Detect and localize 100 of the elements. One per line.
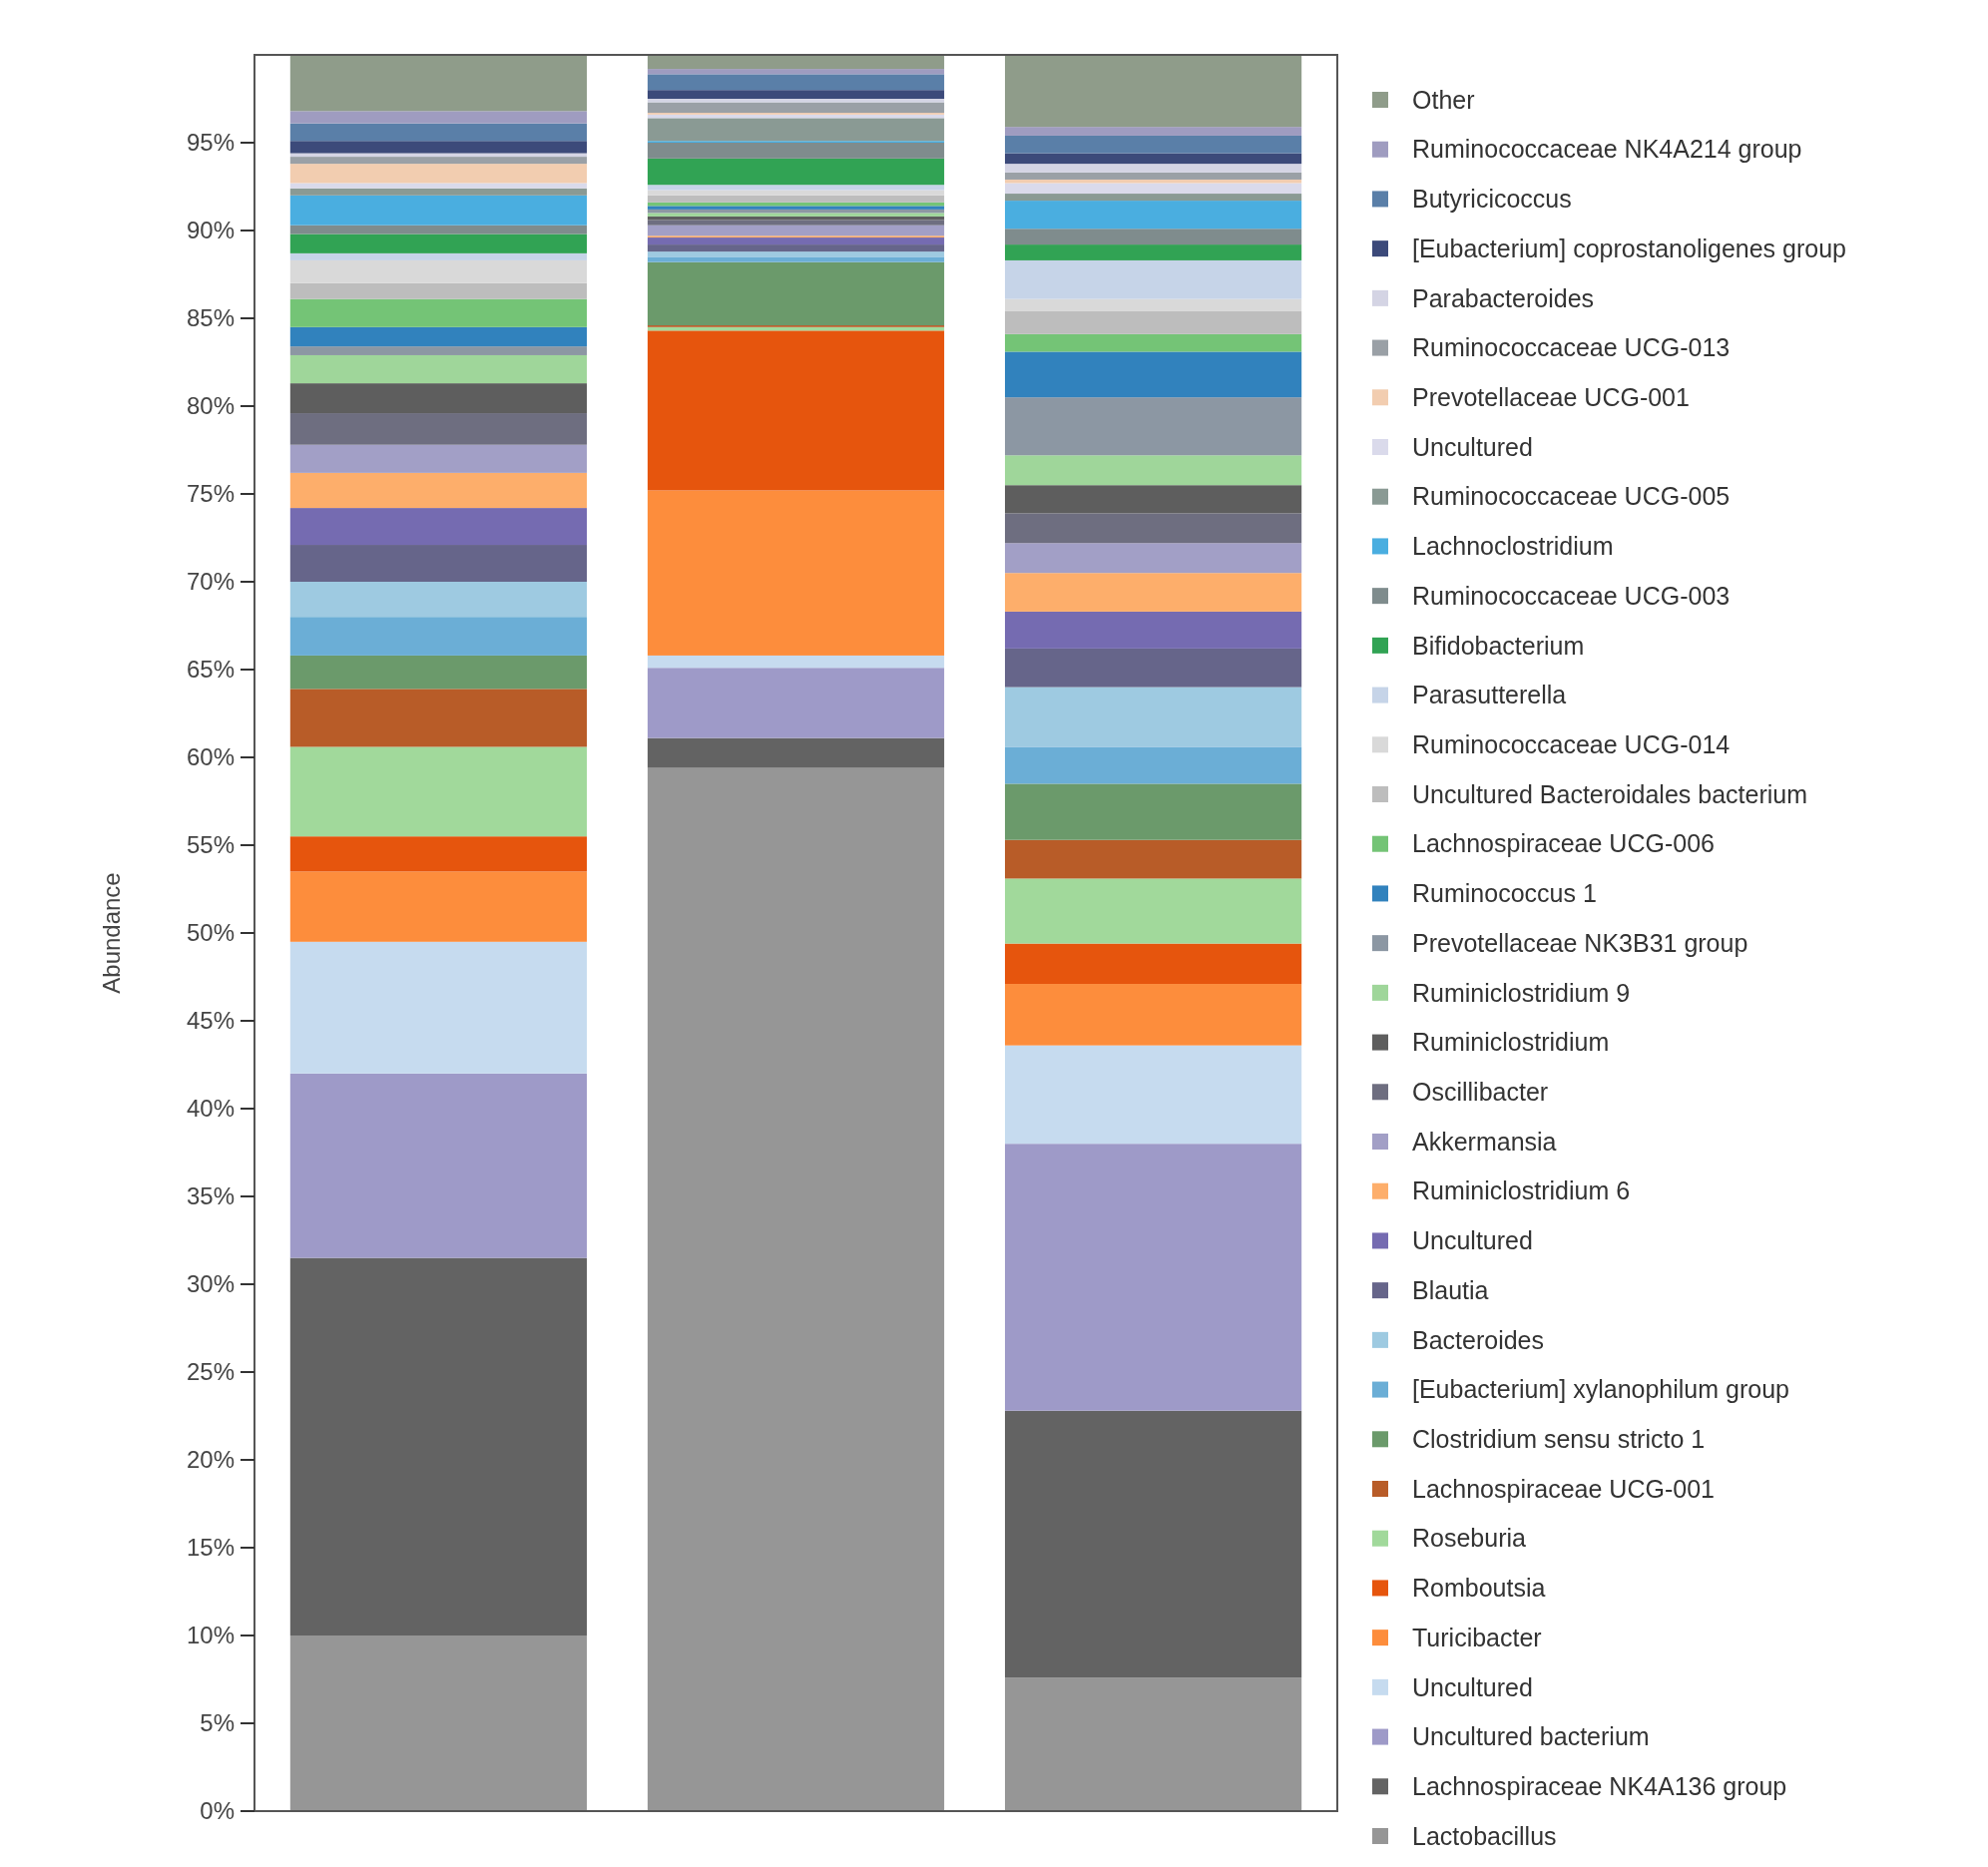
- bar: [1004, 259, 1302, 299]
- bar: [1004, 1677, 1302, 1811]
- bar: [289, 746, 588, 837]
- bar: [1004, 943, 1302, 985]
- bar: [289, 252, 588, 260]
- bar: [1004, 153, 1302, 165]
- bar: [647, 261, 945, 326]
- bar: [289, 871, 588, 942]
- legend-label: Lactobacillus: [1412, 1821, 1557, 1850]
- y-tick-label: 70%: [186, 568, 235, 596]
- y-tick-label: 60%: [186, 743, 235, 771]
- legend-label: Turicibacter: [1412, 1623, 1542, 1651]
- bar: [289, 164, 588, 184]
- bar: [647, 244, 945, 252]
- legend-label: Prevotellaceae NK3B31 group: [1412, 928, 1748, 957]
- bar: [647, 237, 945, 245]
- y-axis-title: Abundance: [98, 872, 125, 994]
- bar: [647, 668, 945, 738]
- legend-label: Ruminococcaceae UCG-014: [1412, 730, 1731, 759]
- bar: [647, 99, 945, 103]
- legend-label: Lachnospiraceae NK4A136 group: [1412, 1772, 1787, 1801]
- bar: [647, 195, 945, 203]
- legend-label: Roseburia: [1412, 1524, 1527, 1553]
- bar: [1004, 172, 1302, 180]
- bar: [1004, 1144, 1302, 1411]
- bar: [647, 206, 945, 210]
- bar: [647, 655, 945, 669]
- bar: [647, 767, 945, 1811]
- bar: [289, 123, 588, 142]
- bar: [1004, 310, 1302, 334]
- bar: [1004, 783, 1302, 840]
- bar: [1004, 648, 1302, 688]
- bar: [289, 617, 588, 656]
- bar: [1004, 397, 1302, 456]
- bar: [289, 472, 588, 509]
- y-tick-label: 95%: [186, 129, 235, 157]
- legend-label: Parabacteroides: [1412, 283, 1595, 312]
- bar: [289, 1257, 588, 1635]
- bar: [289, 111, 588, 124]
- bar: [289, 326, 588, 347]
- bar: [289, 836, 588, 872]
- legend-label: Butyricicoccus: [1412, 185, 1572, 214]
- bar: [289, 582, 588, 618]
- y-tick-label: 35%: [186, 1182, 235, 1210]
- legend-label: Lachnoclostridium: [1412, 532, 1614, 561]
- bar: [289, 282, 588, 299]
- bar: [289, 346, 588, 355]
- bar: [1004, 127, 1302, 136]
- bar: [647, 190, 945, 196]
- bar: [289, 655, 588, 690]
- bar: [289, 55, 588, 112]
- bar: [289, 233, 588, 253]
- bar: [1004, 201, 1302, 230]
- bar: [1004, 183, 1302, 195]
- y-tick-label: 20%: [186, 1446, 235, 1474]
- y-tick-label: 65%: [186, 656, 235, 684]
- y-tick-label: 80%: [186, 392, 235, 420]
- legend-label: Parasutterella: [1412, 681, 1567, 709]
- bar: [647, 69, 945, 75]
- legend-label: Uncultured: [1412, 432, 1533, 461]
- y-tick-label: 10%: [186, 1622, 235, 1649]
- bar: [647, 185, 945, 191]
- bar: [289, 383, 588, 414]
- legend-label: [Eubacterium] xylanophilum group: [1412, 1375, 1789, 1404]
- bar: [289, 444, 588, 473]
- bar: [1004, 573, 1302, 612]
- bar: [289, 941, 588, 1074]
- bar: [647, 74, 945, 91]
- legend-label: Uncultured Bacteroidales bacterium: [1412, 779, 1808, 808]
- legend-label: Bacteroides: [1412, 1325, 1545, 1354]
- bar: [1004, 1045, 1302, 1145]
- legend-label: Lachnospiraceae UCG-001: [1412, 1474, 1715, 1503]
- bar: [1004, 513, 1302, 544]
- bar: [1004, 135, 1302, 154]
- bar: [647, 213, 945, 217]
- y-tick-label: 30%: [186, 1270, 235, 1298]
- bar: [289, 354, 588, 384]
- bar: [289, 545, 588, 582]
- bar: [289, 183, 588, 189]
- bar: [647, 330, 945, 491]
- bar: [1004, 1410, 1302, 1678]
- bar: [1004, 611, 1302, 649]
- bar: [647, 90, 945, 99]
- bar: [647, 158, 945, 186]
- y-tick-label: 90%: [186, 217, 235, 244]
- bar: [289, 157, 588, 165]
- bar: [1004, 298, 1302, 311]
- legend-label: Ruminiclostridium 6: [1412, 1176, 1631, 1205]
- bar: [647, 737, 945, 768]
- bar: [289, 1073, 588, 1258]
- bar: [289, 413, 588, 445]
- legend-label: Ruminococcus 1: [1412, 879, 1597, 908]
- y-tick-label: 40%: [186, 1095, 235, 1123]
- legend-label: Oscillibacter: [1412, 1078, 1549, 1107]
- legend-label: Other: [1412, 85, 1475, 114]
- legend-label: Ruminococcaceae UCG-003: [1412, 581, 1731, 610]
- bar: [647, 55, 945, 70]
- bar: [289, 188, 588, 196]
- bar: [647, 256, 945, 262]
- bar: [647, 490, 945, 656]
